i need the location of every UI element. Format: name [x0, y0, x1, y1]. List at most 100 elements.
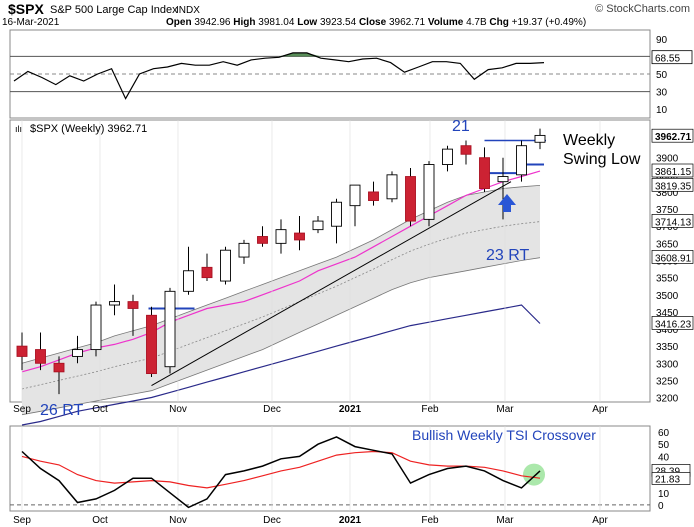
- price-tick-label: 3550: [656, 274, 679, 285]
- price-tick-label: 3800: [656, 188, 679, 199]
- x-tick-label: 2021: [339, 404, 362, 415]
- price-tick-label: 3350: [656, 342, 679, 353]
- annotation-swing-low: Swing Low: [563, 151, 641, 168]
- x-tick-label: Feb: [421, 404, 439, 415]
- candle-body: [294, 232, 305, 241]
- tsi-panel: 605040302010028.3921.83SepOctNovDec2021F…: [10, 426, 691, 526]
- candle-body: [460, 145, 472, 155]
- price-tick-label: 3650: [656, 239, 679, 250]
- band-middle-line: [21, 221, 541, 390]
- candle-body: [146, 314, 157, 375]
- ohlc-readout: Open 3942.96 High 3981.04 Low 3923.54 Cl…: [166, 17, 586, 28]
- x-tick-label: Oct: [92, 404, 108, 415]
- candle-body: [183, 270, 194, 292]
- tsi-tick-label: 40: [658, 452, 670, 463]
- candle-body: [201, 266, 213, 279]
- band-lower-line: [21, 257, 541, 416]
- price-tick-label: 3200: [656, 394, 679, 405]
- rsi-tick-label: 30: [656, 88, 668, 99]
- chart-exchange: INDX: [176, 5, 200, 16]
- price-label: 3962.71: [655, 132, 692, 143]
- price-label-icon: ılı: [15, 124, 22, 134]
- tsi-x-tick-label: Nov: [169, 515, 187, 526]
- tsi-current-label: 21.83: [655, 474, 680, 485]
- x-tick-label: Sep: [13, 404, 31, 415]
- candle-body: [90, 304, 102, 351]
- candle-body: [331, 201, 342, 227]
- price-label-box: [651, 128, 694, 143]
- price-label-box: [651, 177, 694, 192]
- chart-symbol: $SPX: [8, 1, 44, 17]
- price-series-label: $SPX (Weekly) 3962.71: [30, 123, 147, 135]
- annotation-21: 21: [452, 118, 470, 135]
- rsi-panel: 90 50 30 10 68.55: [10, 35, 693, 116]
- price-tick-label: 3300: [656, 359, 679, 370]
- price-label: 3861.15: [655, 167, 692, 178]
- price-label-box: [651, 250, 694, 264]
- price-label: 3608.91: [655, 253, 692, 264]
- price-tick-label: 3250: [656, 376, 679, 387]
- tsi-x-tick-label: Mar: [496, 515, 514, 526]
- tsi-tick-label: 0: [658, 501, 664, 512]
- trendline: [151, 181, 512, 386]
- candle-body: [238, 242, 250, 258]
- x-tick-label: Mar: [496, 404, 514, 415]
- tsi-current-label: 28.39: [655, 466, 680, 477]
- rsi-tick-label: 50: [656, 70, 668, 81]
- price-label: 3714.13: [655, 217, 692, 228]
- price-tick-label: 3400: [656, 325, 679, 336]
- price-label: 3819.35: [655, 181, 692, 192]
- tsi-x-tick-label: Oct: [92, 515, 108, 526]
- candle-body: [349, 184, 361, 207]
- tsi-x-tick-label: Sep: [13, 515, 31, 526]
- candle-body: [312, 220, 324, 231]
- tsi-tick-label: 50: [658, 440, 670, 451]
- tsi-x-tick-label: Apr: [592, 515, 608, 526]
- candle-body: [497, 176, 509, 183]
- rsi-value-box: [651, 50, 693, 65]
- tsi-label-box: [651, 472, 691, 485]
- price-tick-label: 3900: [656, 154, 679, 165]
- candle-body: [516, 145, 527, 176]
- candle-body: [368, 191, 379, 201]
- tsi-signal-line: [21, 450, 541, 489]
- rsi-line: [13, 52, 545, 100]
- chart-index-name: S&P 500 Large Cap Index: [50, 4, 178, 16]
- tsi-x-tick-label: Dec: [263, 515, 281, 526]
- candle-body: [164, 290, 176, 368]
- tsi-annotation: Bullish Weekly TSI Crossover: [412, 427, 596, 443]
- price-label-box: [651, 163, 694, 178]
- tsi-tick-label: 10: [658, 489, 670, 500]
- tsi-x-tick-label: 2021: [339, 515, 362, 526]
- candle-body: [405, 176, 416, 222]
- ma-slow-line: [21, 304, 541, 426]
- annotation-26rt: 26 RT: [40, 402, 84, 419]
- candle-body: [16, 345, 28, 357]
- price-label: 3416.23: [655, 319, 692, 330]
- band-upper-line: [21, 185, 541, 364]
- candle-body: [479, 157, 490, 189]
- candle-body: [72, 349, 83, 357]
- rsi-tick-label: 90: [656, 35, 668, 46]
- candle-body: [275, 229, 287, 244]
- candle-body: [220, 249, 231, 282]
- rsi-tick-label: 10: [656, 105, 668, 116]
- candle-body: [423, 164, 435, 220]
- tsi-line: [21, 436, 541, 509]
- x-tick-label: Dec: [263, 404, 281, 415]
- x-tick-label: Apr: [592, 404, 608, 415]
- chart-date: 16-Mar-2021: [2, 17, 60, 28]
- candle-body: [386, 174, 398, 200]
- stockcharts-watermark: © StockCharts.com: [595, 3, 690, 15]
- candle-body: [53, 362, 65, 373]
- crossover-highlight: [523, 463, 545, 486]
- x-tick-label: Nov: [169, 404, 187, 415]
- price-tick-label: 3450: [656, 308, 679, 319]
- candle-body: [127, 301, 139, 309]
- annotation-weekly: Weekly: [563, 132, 615, 149]
- annotation-23rt: 23 RT: [486, 247, 530, 264]
- candle-body: [442, 148, 453, 165]
- ma-fast-line: [21, 170, 541, 373]
- rsi-current-label: 68.55: [655, 54, 680, 65]
